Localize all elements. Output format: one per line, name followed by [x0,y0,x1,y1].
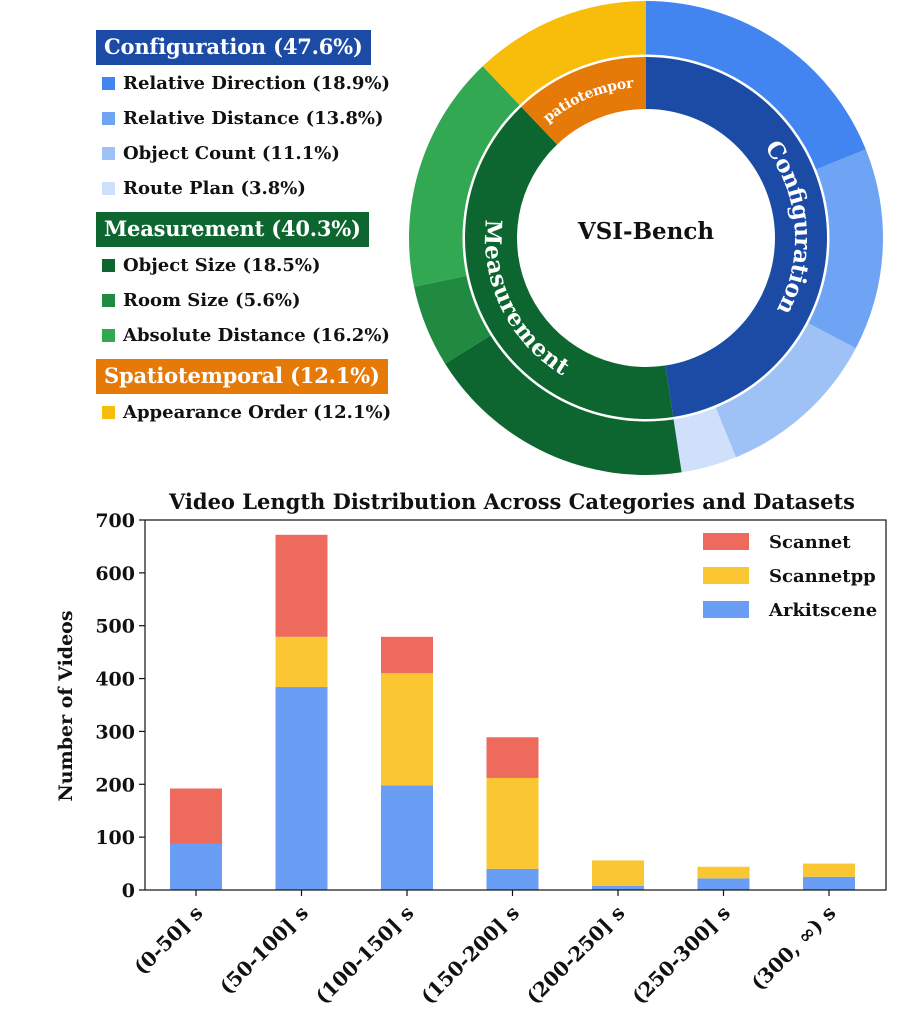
y-tick-label: 200 [95,774,135,796]
bar-segment-scannet [486,737,539,778]
legend-swatch [102,328,115,342]
outer-slice [646,1,866,170]
y-tick-label: 600 [95,563,135,585]
bar-legend-swatch [703,533,749,550]
x-tick-label: (200-250] s [521,901,629,1009]
bar-legend: Scannet Scannetpp Arkitscene [703,532,877,621]
bar-segment-scannet [170,788,222,844]
outer-slice [715,323,856,458]
ring-separator [462,54,830,422]
donut-chart: ConfigurationMeasurementSpatiotemporal V… [405,0,883,475]
outer-slice [807,149,883,349]
bar-legend-swatch [703,567,749,584]
donut-center-label: VSI-Bench [577,218,715,245]
x-tick-label: (300, ∞) s [746,901,840,995]
inner-slice-measurement [465,106,674,420]
bar-chart-title: Video Length Distribution Across Categor… [168,489,855,514]
bar-segment-scannetpp [486,777,539,869]
bar-segment-arkitscene [275,687,328,890]
outer-slice [673,407,737,473]
bar-segment-scannet [381,636,433,674]
x-tick-label: (100-150] s [310,901,418,1009]
y-tick-label: 400 [95,669,135,691]
outer-slice [414,275,491,364]
bar-segment-scannetpp [592,860,644,886]
bar-segment-arkitscene [697,878,750,890]
legend-swatch [102,146,115,160]
legend-item-label: Absolute Distance (16.2%) [123,324,390,346]
bar-segment-scannetpp [803,863,855,877]
legend-item: Object Size (18.5%) [102,254,416,276]
outer-slice [482,1,646,106]
category-legend: Configuration (47.6%) Relative Direction … [96,30,416,436]
legend-swatch [102,111,115,125]
legend-item: Route Plan (3.8%) [102,177,416,199]
plot-frame [144,519,887,891]
category-header-measurement: Measurement (40.3%) [96,212,369,247]
legend-swatch [102,76,115,90]
legend-item-label: Appearance Order (12.1%) [123,401,392,423]
inner-slice-spatiotemporal [521,56,646,145]
x-tick-label: (150-200] s [416,901,524,1009]
category-header-spatiotemporal: Spatiotemporal (12.1%) [96,359,388,394]
outer-slice [409,66,520,287]
legend-swatch [102,293,115,307]
bar-segment-arkitscene [381,785,433,890]
bar-segment-scannet [275,534,328,637]
y-axis-label: Number of Videos [55,610,77,801]
bar-legend-label: Arkitscene [768,600,877,621]
bar-segment-arkitscene [170,843,222,890]
legend-swatch [102,181,115,195]
y-tick-label: 500 [95,616,135,638]
category-header-configuration: Configuration (47.6%) [96,30,371,65]
legend-item-label: Room Size (5.6%) [123,289,301,311]
legend-item-label: Relative Direction (18.9%) [123,72,391,94]
bar-segment-scannetpp [381,673,433,786]
inner-slice-configuration [646,57,827,417]
y-tick-label: 300 [95,721,135,743]
donut-outer-ring [409,1,883,475]
legend-item-label: Object Count (11.1%) [123,142,340,164]
x-tick-label: (50-100] s [215,901,313,999]
legend-item: Room Size (5.6%) [102,289,416,311]
bar-segment-scannetpp [275,636,328,688]
x-tick-label: (250-300] s [627,901,735,1009]
legend-item-label: Relative Distance (13.8%) [123,107,384,129]
legend-item-label: Object Size (18.5%) [123,254,321,276]
x-tick-label: (0-50] s [129,901,208,980]
legend-swatch [102,258,115,272]
legend-swatch [102,405,115,419]
legend-item: Object Count (11.1%) [102,142,416,164]
bar-legend-label: Scannet [769,532,851,553]
stacked-bar-chart: Video Length Distribution Across Categor… [55,489,887,1009]
legend-item: Relative Direction (18.9%) [102,72,416,94]
bar-segment-arkitscene [592,885,644,890]
donut-inner-ring [465,56,827,420]
y-tick-label: 0 [122,880,135,902]
bar-segment-arkitscene [486,868,539,890]
bar-segment-scannetpp [697,866,750,879]
bar-legend-label: Scannetpp [769,566,876,587]
y-tick-label: 700 [95,510,135,532]
y-tick-label: 100 [95,827,135,849]
legend-item: Appearance Order (12.1%) [102,401,416,423]
bar-segment-arkitscene [803,876,855,890]
legend-item: Absolute Distance (16.2%) [102,324,416,346]
bar-legend-swatch [703,601,749,618]
legend-item-label: Route Plan (3.8%) [123,177,306,199]
outer-slice [445,335,682,475]
legend-item: Relative Distance (13.8%) [102,107,416,129]
